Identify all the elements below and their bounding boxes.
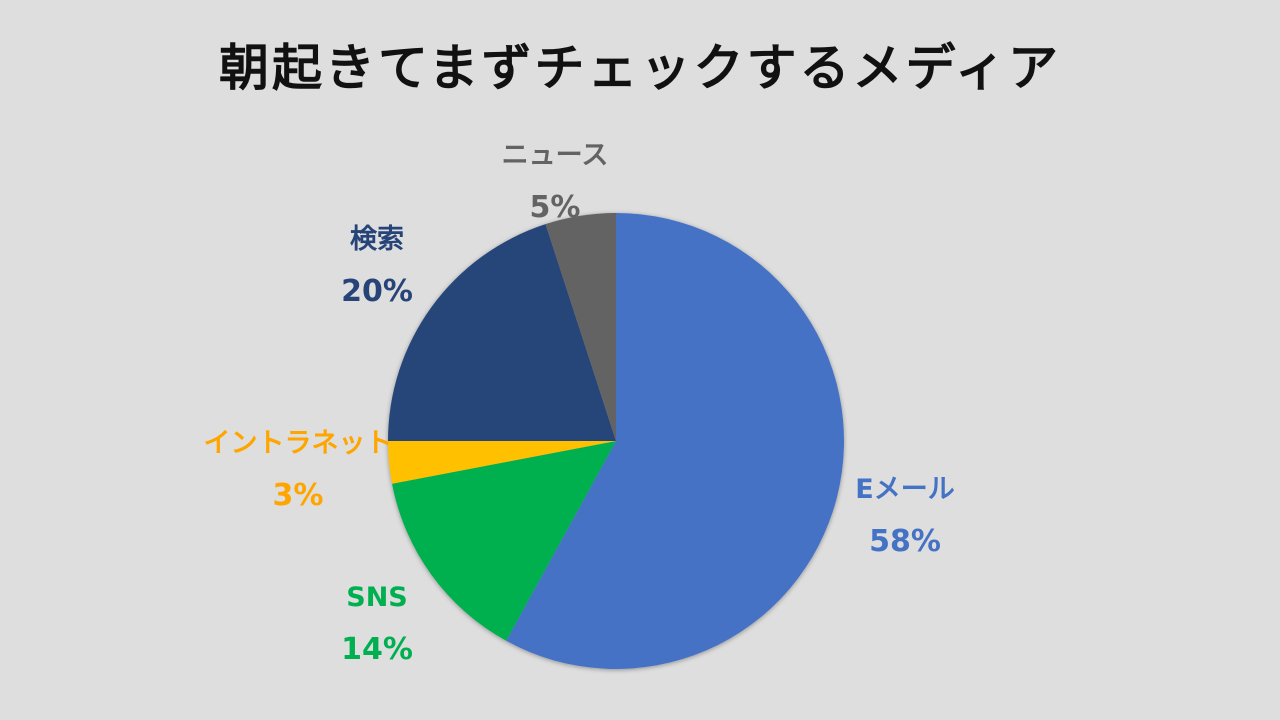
label-email-name: Eメール [855, 474, 955, 505]
pie-slice-search [388, 224, 616, 441]
label-search: 検索 20% [317, 226, 437, 307]
label-news-name: ニュース [501, 140, 609, 171]
label-intranet-pct: 3% [272, 478, 324, 513]
label-email: Eメール 58% [835, 476, 975, 557]
pie-slice-news [545, 213, 616, 441]
label-news: ニュース 5% [480, 142, 630, 223]
label-intranet: イントラネット 3% [188, 430, 408, 511]
label-search-name: 検索 [350, 224, 404, 255]
label-news-pct: 5% [529, 190, 581, 225]
pie-slice-email [506, 213, 844, 669]
pie-slice-intranet [388, 441, 616, 484]
label-sns-pct: 14% [341, 632, 413, 667]
label-email-pct: 58% [869, 524, 941, 559]
pie-slice-sns [392, 441, 616, 641]
label-search-pct: 20% [341, 274, 413, 309]
label-sns: SNS 14% [317, 584, 437, 665]
chart-title: 朝起きてまずチェックするメディア [219, 39, 1061, 97]
label-intranet-name: イントラネット [203, 428, 393, 459]
label-sns-name: SNS [346, 582, 408, 613]
